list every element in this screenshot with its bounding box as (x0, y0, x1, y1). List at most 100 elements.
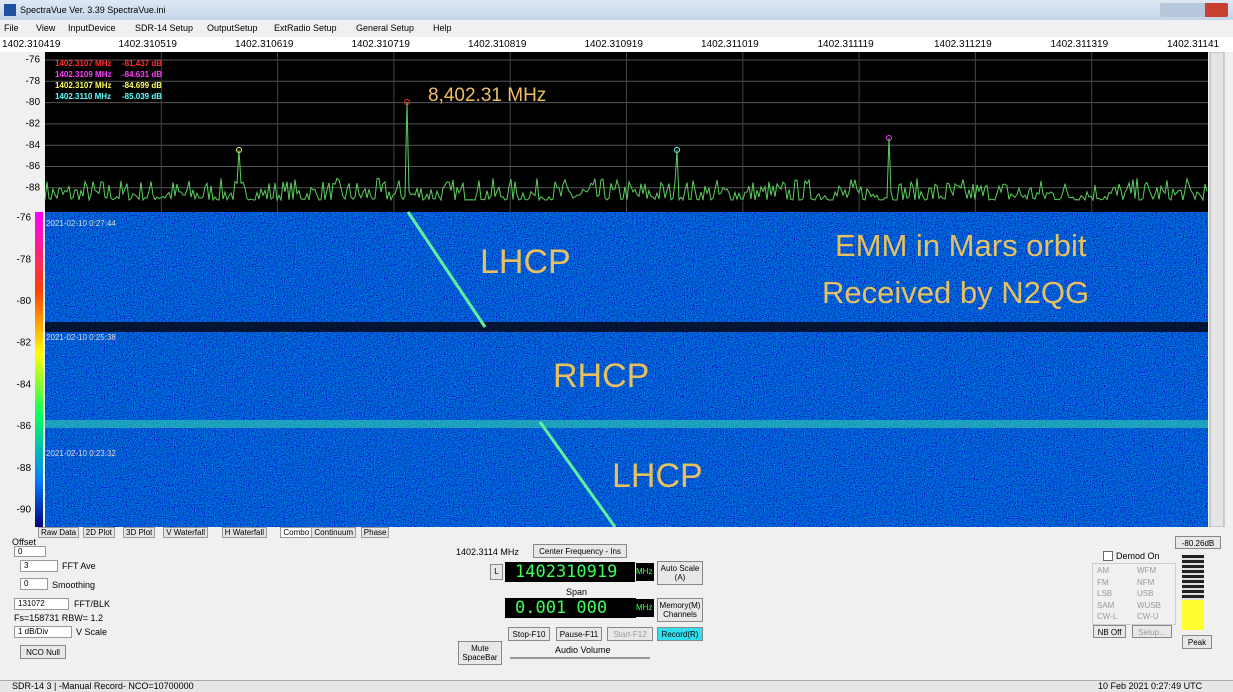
frequency-label: 1402.311219 (934, 39, 992, 50)
offset-spin[interactable]: 0 (14, 546, 46, 557)
marker-frequency: 1402.3110 MHz (55, 92, 111, 101)
frequency-label: 1402.311119 (818, 39, 874, 50)
y-label: -86 (26, 161, 41, 172)
mhz-label: MHz (636, 563, 654, 581)
tab[interactable]: 3D Plot (123, 527, 155, 538)
annotation: LHCP (480, 243, 571, 281)
status-right: 10 Feb 2021 0:27:49 UTC (1098, 681, 1202, 691)
stop-button[interactable]: Stop-F10 (508, 627, 550, 641)
tab[interactable]: Continuum (311, 527, 356, 538)
volume-slider[interactable] (510, 657, 650, 659)
tab[interactable]: Raw Data (38, 527, 79, 538)
title-bar (0, 0, 1233, 20)
timestamp: 2021-02-10 0:23:32 (46, 449, 116, 458)
nb-off-button[interactable]: NB Off (1093, 625, 1126, 638)
level-meter-fill (1182, 600, 1204, 630)
record-button[interactable]: Record(R) (657, 627, 703, 641)
marker-frequency: 1402.3107 MHz (55, 59, 111, 68)
mode-radio[interactable]: AM (1097, 566, 1109, 575)
frequency-label: 1402.310919 (585, 39, 643, 50)
page: {"window": {"title": "SpectraVue Ver. 3.… (0, 0, 1233, 691)
annotation: LHCP (612, 457, 703, 495)
y-label: -76 (17, 213, 32, 224)
frequency-label: 1402.310519 (119, 39, 177, 50)
mode-radio[interactable]: WUSB (1137, 601, 1161, 610)
waterfall-band (45, 420, 1208, 428)
frequency-label: 1402.310819 (468, 39, 526, 50)
app-icon (4, 4, 16, 16)
cursor-frequency: 1402.3114 MHz (456, 547, 519, 557)
marker-level: -85.039 dB (122, 92, 162, 101)
menu-item[interactable]: SDR-14 Setup (135, 23, 193, 33)
demod-checkbox[interactable] (1103, 551, 1113, 561)
annotation: RHCP (553, 357, 649, 395)
timestamp: 2021-02-10 0:27:44 (46, 219, 116, 228)
l-button[interactable]: L (490, 564, 503, 580)
y-label: -76 (26, 55, 41, 66)
pause-button[interactable]: Pause-F11 (556, 627, 602, 641)
mode-radio[interactable]: NFM (1137, 578, 1154, 587)
marker-level: -81.437 dB (122, 59, 162, 68)
nco-null-button[interactable]: NCO Null (20, 645, 66, 659)
menu-item[interactable]: File (4, 23, 19, 33)
smoothing-spin[interactable]: 0 (20, 578, 48, 590)
plot-area: -76 -78 -80 -82 -84 -86 -88 1402.3107 MHz -81.4… (0, 52, 1233, 527)
color-bar (35, 212, 43, 527)
tab[interactable]: Combo (280, 527, 312, 538)
start-button[interactable]: Start-F12 (607, 627, 653, 641)
window-buttons[interactable] (1160, 3, 1228, 17)
span-label: Span (566, 587, 587, 597)
mode-radio[interactable]: CW-U (1137, 612, 1159, 621)
fft-ave-label: FFT Ave (62, 561, 96, 571)
y-label: -84 (17, 379, 32, 390)
peak-button[interactable]: Peak (1182, 635, 1212, 649)
marker-frequency: 1402.3107 MHz (55, 81, 111, 90)
waterfall-gap (45, 322, 1208, 332)
demod-label: Demod On (1116, 551, 1160, 561)
menu-item[interactable]: InputDevice (68, 23, 116, 33)
frequency-label: 1402.310719 (352, 39, 410, 50)
status-left: SDR-14 3 | -Manual Record- NCO=10700000 (12, 681, 194, 691)
mute-button[interactable]: Mute SpaceBar (458, 641, 502, 665)
y-label: -78 (17, 254, 32, 265)
frequency-label: 1402.311319 (1051, 39, 1109, 50)
menu-bar: File View InputDevice SDR-14 Setup OutputSet… (0, 21, 1233, 35)
mode-group: AM WFM FM NFM LSB USB SAM WUSB CW-L CW-U (1092, 563, 1176, 625)
auto-scale-button[interactable]: Auto Scale (A) (657, 561, 703, 585)
mode-radio[interactable]: USB (1137, 589, 1153, 598)
timestamp: 2021-02-10 0:25:38 (46, 333, 116, 342)
menu-item[interactable]: View (36, 23, 55, 33)
setup-button[interactable]: Setup... (1132, 625, 1172, 638)
y-label: -82 (26, 119, 41, 130)
frequency-annotation: 8,402.31 MHz (428, 85, 546, 106)
memory-button[interactable]: Memory(M) Channels (657, 598, 703, 622)
menu-item[interactable]: ExtRadio Setup (274, 23, 337, 33)
scrollbar[interactable] (1210, 52, 1224, 527)
menu-item[interactable]: General Setup (356, 23, 414, 33)
center-frequency-button[interactable]: Center Frequency - Ins (533, 544, 627, 558)
tab[interactable]: Phase (361, 527, 390, 538)
mode-radio[interactable]: FM (1097, 578, 1109, 587)
mode-radio[interactable]: SAM (1097, 601, 1114, 610)
y-label: -80 (26, 97, 41, 108)
y-label: -88 (17, 463, 32, 474)
frequency-label: 1402.31141 (1167, 39, 1219, 50)
fft-blk-combo[interactable]: 131072 (14, 598, 69, 610)
mode-radio[interactable]: WFM (1137, 566, 1156, 575)
level-readout: -80.26dB (1175, 536, 1221, 549)
smoothing-label: Smoothing (52, 580, 95, 590)
tab[interactable]: 2D Plot (83, 527, 115, 538)
y-label: -82 (17, 338, 32, 349)
mode-radio[interactable]: LSB (1097, 589, 1112, 598)
marker-level: -84.631 dB (122, 70, 162, 79)
tab[interactable]: H Waterfall (222, 527, 267, 538)
mode-radio[interactable]: CW-L (1097, 612, 1117, 621)
vscale-combo[interactable]: 1 dB/Div (14, 626, 72, 638)
fft-ave-spin[interactable]: 3 (20, 560, 58, 572)
marker-level: -84.699 dB (122, 81, 162, 90)
marker-frequency: 1402.3109 MHz (55, 70, 111, 79)
annotation: EMM in Mars orbit (835, 228, 1087, 263)
tab[interactable]: V Waterfall (163, 527, 208, 538)
menu-item[interactable]: Help (433, 23, 452, 33)
menu-item[interactable]: OutputSetup (207, 23, 258, 33)
